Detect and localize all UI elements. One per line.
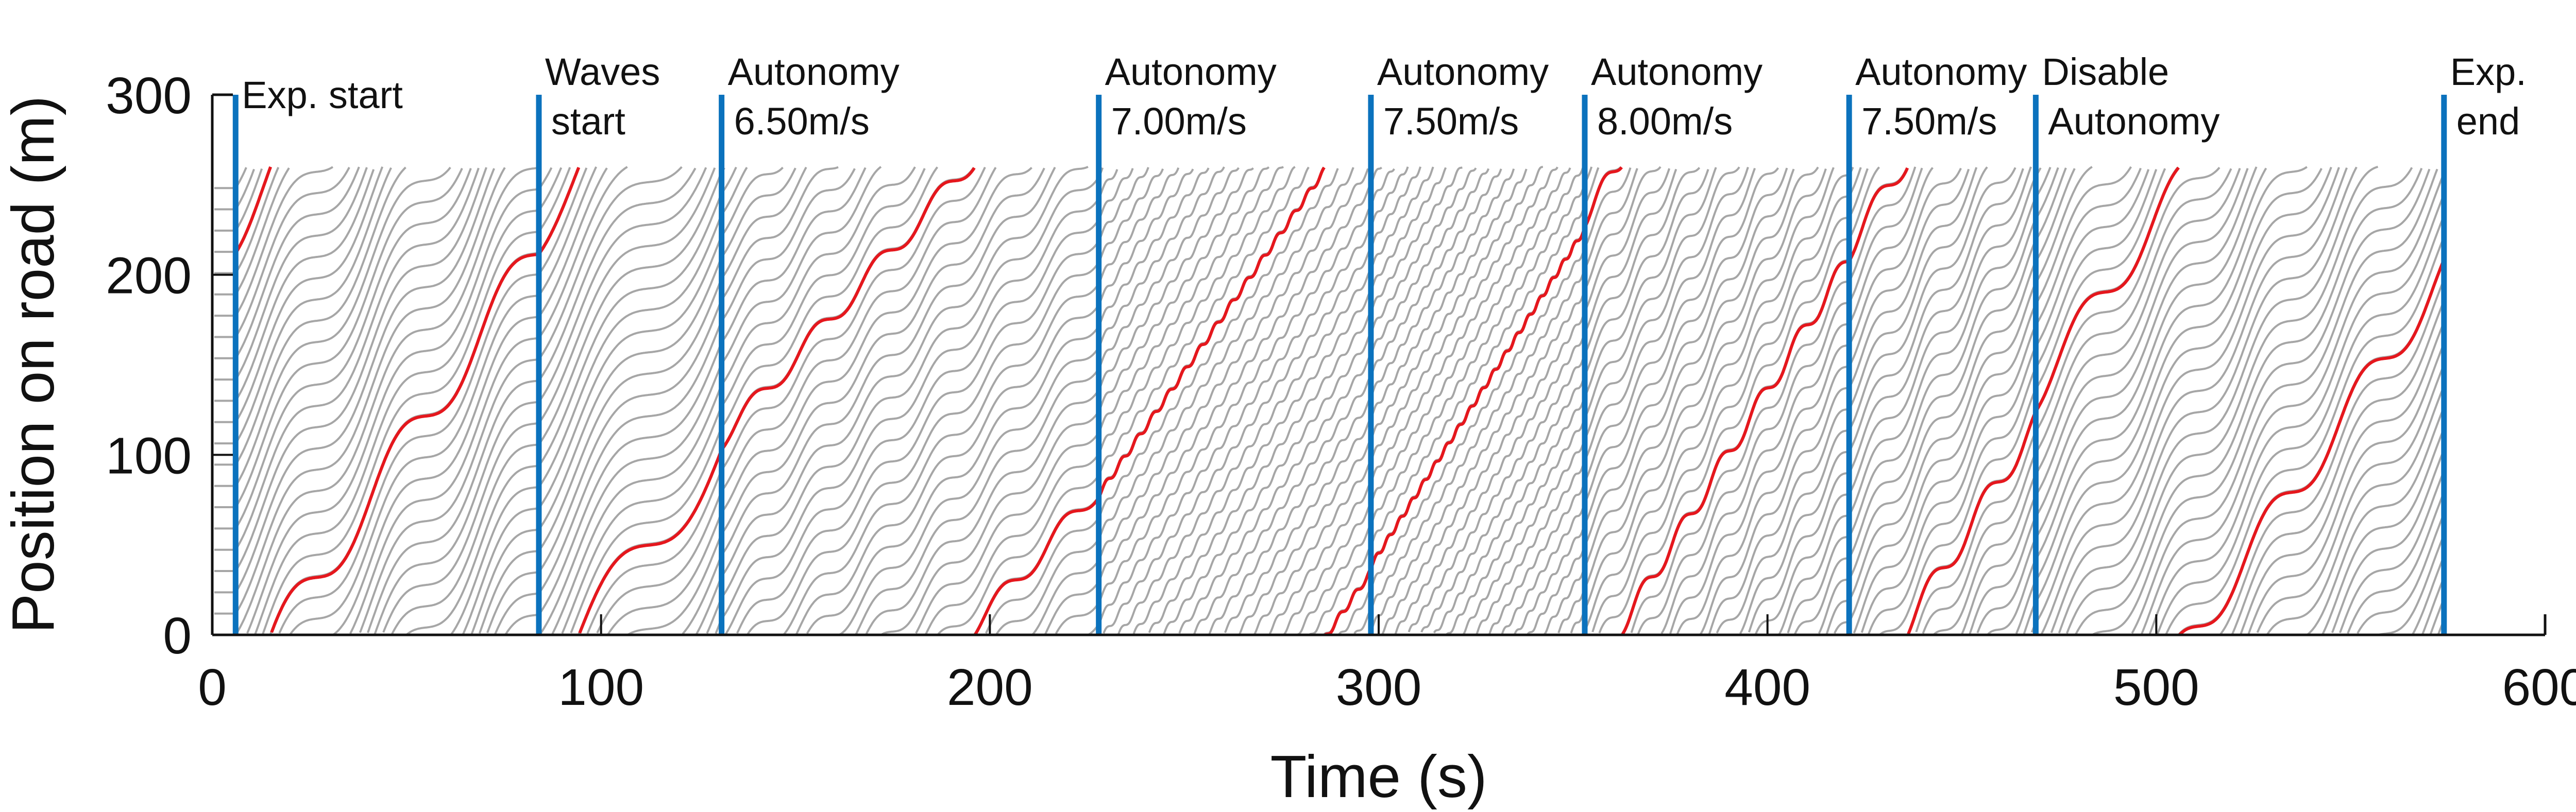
vehicle-trajectory xyxy=(234,166,2445,635)
x-tick-label: 100 xyxy=(558,659,644,716)
y-tick-label: 0 xyxy=(163,607,192,665)
vehicle-trajectory xyxy=(234,166,2445,635)
vehicle-trajectory xyxy=(234,166,2445,636)
vehicle-trajectory xyxy=(234,166,2445,635)
event-label: Autonomy xyxy=(1855,50,2027,93)
vehicle-trajectory xyxy=(234,166,2445,635)
event-label: end xyxy=(2456,100,2520,143)
event-label: 7.50m/s xyxy=(1861,100,1997,143)
x-tick-label: 500 xyxy=(2113,659,2199,716)
autonomous-vehicle-trajectory xyxy=(234,166,2446,636)
event-line-layer xyxy=(232,95,2447,635)
x-tick-label: 0 xyxy=(198,659,227,716)
vehicle-trajectory xyxy=(234,166,2445,635)
event-label: 8.00m/s xyxy=(1597,100,1733,143)
vehicle-trajectory xyxy=(234,166,2445,636)
vehicle-trajectory xyxy=(234,166,2445,635)
x-tick-label: 300 xyxy=(1336,659,1422,716)
vehicle-trajectory xyxy=(234,166,2445,636)
event-label: Disable xyxy=(2042,50,2169,93)
vehicle-trajectory xyxy=(234,165,2445,636)
x-axis-title: Time (s) xyxy=(1270,743,1487,810)
autonomous-vehicle-layer xyxy=(234,166,2446,636)
tick-layer: 0 100 200 300 400 500 600 0 100 200 300 xyxy=(106,67,2576,716)
vehicle-trajectory xyxy=(234,166,2445,635)
event-label: Autonomy xyxy=(2048,100,2219,143)
y-tick-label: 200 xyxy=(106,247,192,305)
event-label-layer: Exp. start Waves start Autonomy 6.50m/s Auton… xyxy=(242,50,2527,143)
event-label: Autonomy xyxy=(728,50,900,93)
x-tick-label: 600 xyxy=(2502,659,2576,716)
event-label: Autonomy xyxy=(1377,50,1549,93)
y-tick-label: 100 xyxy=(106,427,192,485)
vehicle-trajectory xyxy=(234,166,2445,635)
event-label: Autonomy xyxy=(1591,50,1762,93)
y-axis-title: Position on road (m) xyxy=(0,96,66,633)
vehicle-trajectory xyxy=(234,166,2445,635)
vehicle-trajectory xyxy=(234,166,2445,635)
event-label: Autonomy xyxy=(1105,50,1277,93)
event-label: 6.50m/s xyxy=(734,100,870,143)
vehicle-trajectory xyxy=(234,166,2445,636)
vehicle-trajectory xyxy=(234,166,2445,636)
event-label: 7.50m/s xyxy=(1383,100,1519,143)
event-label: 7.00m/s xyxy=(1111,100,1247,143)
x-tick-label: 200 xyxy=(947,659,1033,716)
trajectory-layer xyxy=(214,165,2445,636)
event-label: Waves xyxy=(545,50,660,93)
vehicle-trajectory xyxy=(234,166,2445,635)
vehicle-trajectory xyxy=(234,166,2445,635)
event-label: start xyxy=(551,100,625,143)
event-label: Exp. xyxy=(2450,50,2527,93)
y-tick-label: 300 xyxy=(106,67,192,125)
vehicle-trajectory xyxy=(234,166,2445,636)
event-label: Exp. start xyxy=(242,74,403,116)
x-tick-label: 400 xyxy=(1724,659,1810,716)
